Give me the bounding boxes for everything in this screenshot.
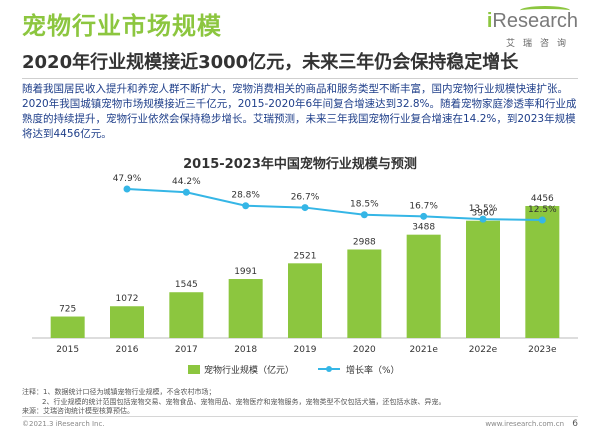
note-line-1: 注释：1、数据统计口径为城镇宠物行业规模，不含农村市场；	[22, 388, 216, 396]
bar-2022e	[466, 220, 500, 338]
page-subtitle: 2020年行业规模接近3000亿元，未来三年仍会保持稳定增长	[22, 52, 519, 73]
bar-2017	[169, 292, 204, 338]
divider	[22, 78, 578, 79]
growth-label-2022e: 13.5%	[469, 204, 498, 214]
bar-label-2016: 1072	[116, 294, 139, 304]
growth-label-2019: 26.7%	[291, 193, 320, 203]
growth-label-2020: 18.5%	[350, 200, 379, 210]
chart-container: 2015-2023年中国宠物行业规模与预测 725 2015 1072 2016 1545…	[0, 150, 600, 385]
growth-point-2017	[182, 188, 190, 196]
growth-point-2018	[242, 202, 250, 210]
bar-2015	[50, 316, 85, 338]
growth-label-2023e: 12.5%	[528, 205, 557, 215]
growth-label-2018: 28.8%	[231, 191, 260, 201]
body-paragraph: 随着我国居民收入提升和养宠人群不断扩大，宠物消费相关的商品和服务类型不断丰富，国…	[22, 83, 577, 140]
logo-subtext: 艾瑞咨询	[505, 39, 574, 49]
chart-title: 2015-2023年中国宠物行业规模与预测	[183, 156, 417, 172]
notes: 注释：1、数据统计口径为城镇宠物行业规模，不含农村市场； 2、行业规模的统计范围…	[22, 388, 578, 417]
x-tick-2018: 2018	[234, 345, 257, 355]
bar-2018	[228, 279, 263, 338]
growth-point-2016	[123, 185, 131, 193]
note-line-2: 2、行业规模的统计范围包括宠物交易、宠物食品、宠物用品、宠物医疗和宠物服务，宠物…	[42, 397, 446, 406]
x-tick-2015: 2015	[56, 345, 79, 355]
bar-label-2020: 2988	[353, 237, 376, 247]
bar-label-2018: 1991	[234, 267, 257, 277]
note-line-3: 来源：艾瑞咨询统计模型核算预估。	[22, 407, 134, 415]
legend-bar-label: 宠物行业规模（亿元）	[204, 364, 294, 376]
bar-2023e	[525, 206, 560, 338]
x-tick-2016: 2016	[116, 345, 139, 355]
x-tick-2019: 2019	[294, 345, 317, 355]
copyright: ©2021.3 iResearch Inc.	[22, 420, 105, 428]
x-tick-2022e: 2022e	[469, 345, 498, 355]
bar-2020	[347, 249, 382, 338]
footer-divider	[22, 416, 578, 417]
growth-line	[126, 188, 543, 221]
bar-label-2022e: 3960	[472, 209, 495, 219]
page-title: 宠物行业市场规模	[22, 12, 222, 40]
x-tick-2020: 2020	[353, 345, 376, 355]
chart-svg: 2015-2023年中国宠物行业规模与预测 725 2015 1072 2016 1545…	[32, 156, 578, 376]
bar-2016	[110, 306, 144, 338]
growth-point-2020	[360, 211, 368, 219]
bar-2021e	[406, 234, 441, 338]
bar-label-2021e: 3488	[412, 223, 435, 233]
bar-label-2015: 725	[59, 305, 76, 315]
bar-label-2017: 1545	[175, 280, 198, 290]
legend-line-marker	[326, 366, 332, 372]
growth-label-2017: 44.2%	[172, 177, 201, 187]
legend-bar-swatch	[188, 365, 200, 374]
growth-point-2023e	[538, 216, 546, 224]
growth-point-2021e	[420, 212, 428, 220]
legend-line-label: 增长率（%）	[346, 364, 400, 376]
page-number: 6	[572, 419, 578, 429]
growth-label-2021e: 16.7%	[409, 201, 438, 211]
logo-swoosh-icon	[520, 6, 570, 15]
iresearch-logo: iResearch 艾瑞咨询	[458, 6, 578, 50]
bar-label-2019: 2521	[294, 251, 317, 261]
x-tick-2021e: 2021e	[409, 345, 438, 355]
logo-brand: iResearch	[486, 10, 578, 32]
x-tick-2023e: 2023e	[528, 345, 557, 355]
growth-point-2022e	[479, 215, 487, 223]
website-link[interactable]: www.iresearch.com.cn	[485, 420, 564, 428]
bar-label-2023e: 4456	[531, 194, 554, 204]
x-tick-2017: 2017	[175, 345, 198, 355]
growth-label-2016: 47.9%	[113, 174, 142, 184]
bar-2019	[288, 263, 322, 338]
growth-point-2019	[301, 204, 309, 212]
